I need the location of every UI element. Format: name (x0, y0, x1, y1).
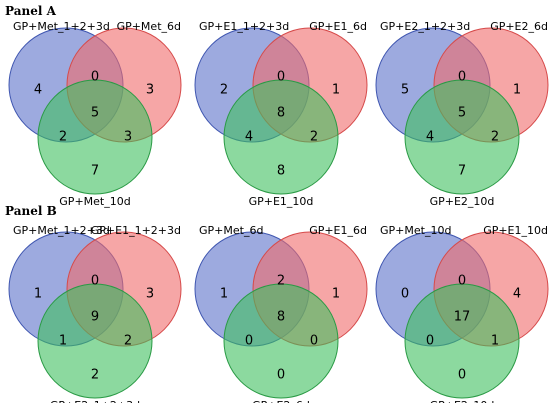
region-count-bc: 2 (310, 130, 318, 145)
set-circle-c (223, 79, 339, 195)
region-count-abc: 9 (91, 310, 99, 325)
set-label-a: GP+Met_6d (199, 224, 263, 237)
venn-diagram: 5 1 7 0 4 2 5 GP+E2_1+2+3d GP+E2_6d GP+E2_10d (375, 20, 549, 208)
region-count-b-only: 3 (146, 287, 154, 302)
region-count-bc: 0 (310, 334, 318, 349)
set-label-b: GP+E1_1+2+3d (91, 224, 181, 237)
region-count-abc: 5 (458, 106, 466, 121)
region-count-c-only: 8 (277, 164, 285, 179)
set-label-c: GP+E1_10d (249, 195, 314, 208)
set-label-c: GP+E2_1+2+3d (50, 399, 140, 403)
region-count-b-only: 1 (513, 83, 521, 98)
region-count-ac: 1 (59, 334, 67, 349)
set-label-b: GP+E2_6d (490, 20, 548, 33)
venn-diagram: 0 4 0 0 0 1 17 GP+Met_10d GP+E1_10d GP+E2_10d (375, 224, 549, 403)
region-count-ab: 0 (91, 274, 99, 289)
region-count-c-only: 7 (458, 164, 466, 179)
region-count-ab: 2 (277, 274, 285, 289)
panel-b-label: Panel B (5, 204, 57, 218)
region-count-abc: 17 (454, 310, 471, 325)
set-label-b: GP+Met_6d (117, 20, 181, 33)
region-count-c-only: 2 (91, 368, 99, 383)
region-count-c-only: 0 (458, 368, 466, 383)
region-count-a-only: 1 (220, 287, 228, 302)
region-count-ac: 0 (426, 334, 434, 349)
region-count-ab: 0 (277, 70, 285, 85)
region-count-ab: 0 (91, 70, 99, 85)
set-label-a: GP+Met_1+2+3d (13, 20, 110, 33)
set-label-a: GP+Met_1+2+3d (13, 224, 110, 237)
region-count-ac: 0 (245, 334, 253, 349)
set-label-b: GP+E1_10d (483, 224, 548, 237)
region-count-c-only: 0 (277, 368, 285, 383)
region-count-b-only: 4 (513, 287, 521, 302)
set-circle-c (37, 79, 153, 195)
region-count-abc: 5 (91, 106, 99, 121)
set-circle-c (404, 283, 520, 399)
region-count-abc: 8 (277, 106, 285, 121)
region-count-b-only: 1 (332, 83, 340, 98)
region-count-ac: 2 (59, 130, 67, 145)
venn-diagram: 2 1 8 0 4 2 8 GP+E1_1+2+3d GP+E1_6d GP+E1_10d (194, 20, 368, 208)
set-label-b: GP+E1_6d (309, 20, 367, 33)
region-count-c-only: 7 (91, 164, 99, 179)
set-label-c: GP+E2_10d (430, 399, 495, 403)
region-count-bc: 3 (124, 130, 132, 145)
set-circle-c (223, 283, 339, 399)
region-count-a-only: 4 (34, 83, 42, 98)
region-count-ab: 0 (458, 70, 466, 85)
panel-a-label: Panel A (5, 4, 56, 18)
region-count-bc: 2 (491, 130, 499, 145)
region-count-ac: 4 (426, 130, 434, 145)
set-circle-c (37, 283, 153, 399)
set-label-c: GP+E2_6d (252, 399, 310, 403)
set-label-c: GP+E2_10d (430, 195, 495, 208)
region-count-ac: 4 (245, 130, 253, 145)
region-count-bc: 1 (491, 334, 499, 349)
venn-diagram: 4 3 7 0 2 3 5 GP+Met_1+2+3d GP+Met_6d GP+Met_10d (8, 20, 182, 208)
region-count-a-only: 1 (34, 287, 42, 302)
set-label-a: GP+E2_1+2+3d (380, 20, 470, 33)
region-count-abc: 8 (277, 310, 285, 325)
region-count-ab: 0 (458, 274, 466, 289)
region-count-a-only: 5 (401, 83, 409, 98)
region-count-a-only: 2 (220, 83, 228, 98)
venn-diagram: 1 1 0 2 0 0 8 GP+Met_6d GP+E1_6d GP+E2_6d (194, 224, 368, 403)
set-label-c: GP+Met_10d (59, 195, 130, 208)
region-count-a-only: 0 (401, 287, 409, 302)
region-count-bc: 2 (124, 334, 132, 349)
region-count-b-only: 3 (146, 83, 154, 98)
set-label-a: GP+Met_10d (380, 224, 451, 237)
set-circle-c (404, 79, 520, 195)
set-label-a: GP+E1_1+2+3d (199, 20, 289, 33)
set-label-b: GP+E1_6d (309, 224, 367, 237)
region-count-b-only: 1 (332, 287, 340, 302)
